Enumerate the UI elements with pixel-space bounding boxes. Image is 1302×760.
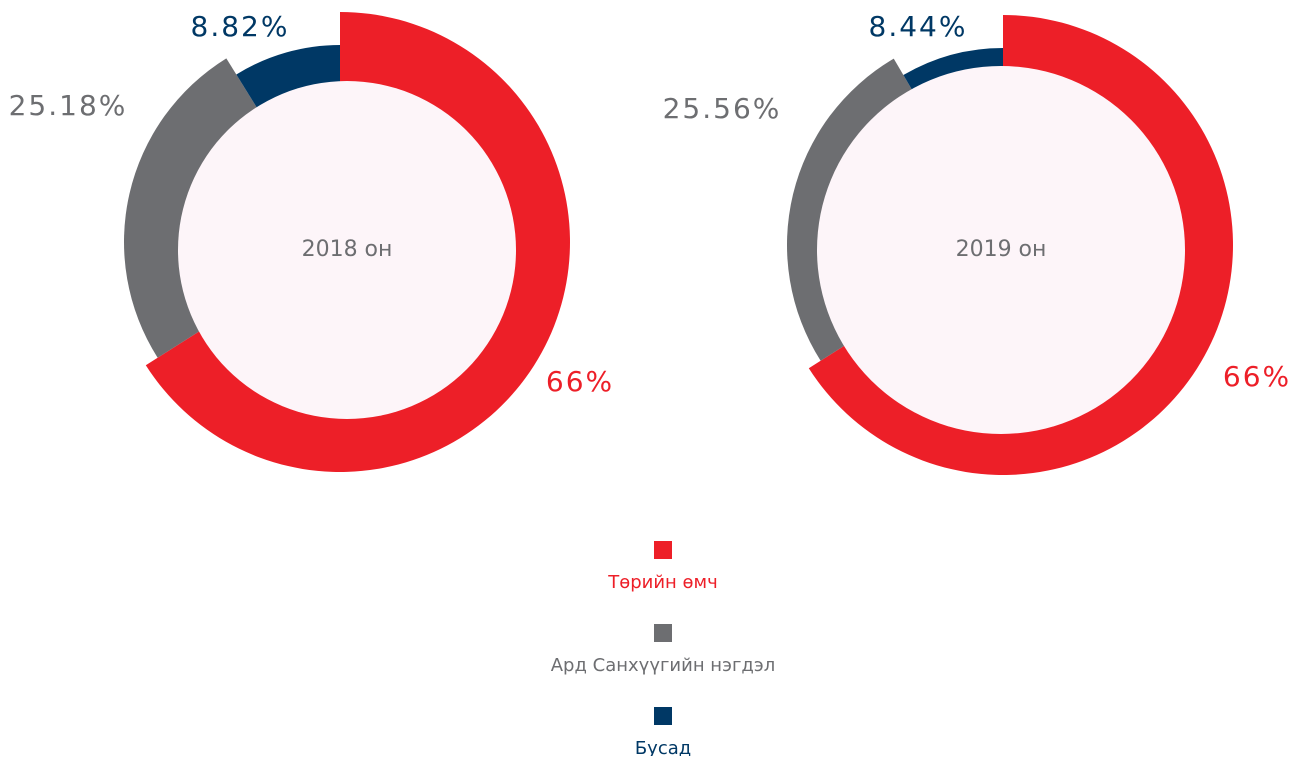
legend-label: Төрийн өмч [607, 572, 718, 593]
value-label: 8.44% [869, 10, 968, 43]
value-label: 25.18% [9, 89, 128, 122]
legend-swatch [654, 541, 672, 559]
donut-hole [178, 81, 516, 419]
value-label: 66% [546, 365, 614, 398]
legend-label: Ард Санхүүгийн нэгдэл [551, 655, 776, 676]
donut-hole [817, 66, 1185, 434]
value-label: 25.56% [663, 92, 782, 125]
center-label: 2018 он [302, 237, 393, 262]
value-label: 66% [1223, 360, 1291, 393]
value-label: 8.82% [191, 10, 290, 43]
legend-swatch [654, 707, 672, 725]
legend-swatch [654, 624, 672, 642]
center-label: 2019 он [956, 237, 1047, 262]
legend-label: Бусад [635, 738, 691, 756]
